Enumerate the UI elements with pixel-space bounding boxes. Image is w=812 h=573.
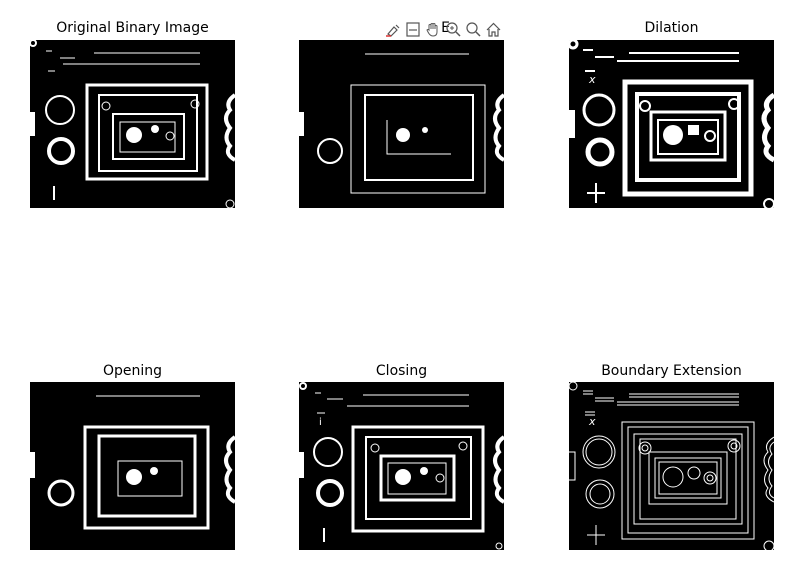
svg-text:x: x: [588, 73, 596, 86]
panel-title-dilation: Dilation: [644, 20, 699, 36]
image-boundary-extension: x: [569, 382, 774, 550]
image-dilation: x: [569, 40, 774, 208]
figure-toolbar: [384, 19, 503, 39]
brush-icon[interactable]: [384, 20, 403, 39]
home-icon[interactable]: [484, 20, 503, 39]
image-opening: [30, 382, 235, 550]
data-tip-icon[interactable]: [404, 20, 423, 39]
panel-title-erosion: E: [441, 20, 450, 36]
image-original: [30, 40, 235, 208]
image-erosion: [299, 40, 504, 208]
zoom-out-icon[interactable]: [464, 20, 483, 39]
pan-hand-icon[interactable]: [424, 20, 443, 39]
panel-title-original: Original Binary Image: [56, 20, 209, 36]
zoom-in-icon[interactable]: [444, 20, 463, 39]
panel-title-opening: Opening: [102, 363, 163, 379]
svg-text:i: i: [319, 417, 322, 428]
panel-title-boundary-extension: Boundary Extension: [601, 363, 742, 379]
panel-title-closing: Closing: [375, 363, 428, 379]
image-closing: i: [299, 382, 504, 550]
svg-text:x: x: [588, 415, 596, 428]
